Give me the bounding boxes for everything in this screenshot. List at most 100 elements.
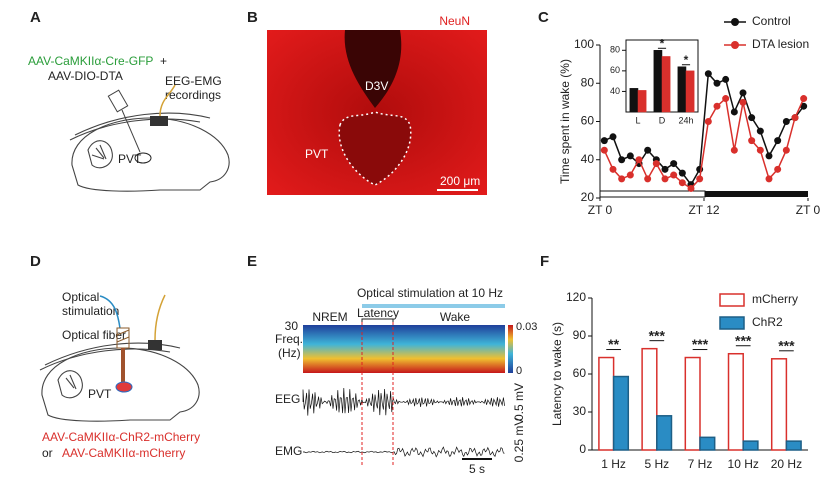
data-point <box>739 89 747 97</box>
panel-label: F <box>540 253 549 270</box>
bar <box>661 56 671 113</box>
bar <box>656 415 673 451</box>
data-point <box>704 70 712 78</box>
data-point <box>678 179 686 187</box>
bar <box>699 436 716 451</box>
colorbar <box>508 325 513 373</box>
bar <box>785 440 802 451</box>
data-point <box>670 171 678 179</box>
data-point <box>600 137 608 145</box>
freq-label: Freq. <box>275 332 303 346</box>
data-point <box>626 152 634 160</box>
legend-swatch <box>719 316 745 330</box>
x-tick-label: 20 Hz <box>771 457 802 471</box>
light-label: Optical <box>62 290 99 304</box>
data-point <box>756 127 764 135</box>
bar <box>727 352 744 451</box>
scale-label: 0.25 mV <box>512 418 526 463</box>
x-tick-label: 7 Hz <box>688 457 713 471</box>
data-point <box>678 169 686 177</box>
panel-label: A <box>30 9 41 26</box>
legend-label: Control <box>752 14 791 28</box>
legend-marker <box>731 41 739 49</box>
spectrogram <box>303 325 505 373</box>
significance-label: ** <box>608 336 619 352</box>
significance-label: *** <box>692 336 709 352</box>
vector-label: AAV-DIO-DTA <box>48 69 123 83</box>
bar <box>770 358 788 451</box>
bar <box>653 50 663 113</box>
signal-label: EMG <box>275 444 302 458</box>
panel-label: E <box>247 253 257 270</box>
data-point <box>782 118 790 125</box>
light-phase <box>599 190 706 198</box>
y-tick-label: 80 <box>610 45 620 55</box>
y-tick-label: 60 <box>573 366 587 380</box>
x-tick-label: L <box>635 115 640 125</box>
data-point <box>687 184 695 192</box>
data-point <box>600 146 608 154</box>
stain-label: NeuN <box>439 14 470 28</box>
data-point <box>722 75 730 83</box>
y-tick-label: 0 <box>579 442 586 456</box>
significance-label: * <box>660 36 665 50</box>
freq-tick: 30 <box>285 319 299 333</box>
scale-label: 5 s <box>469 462 485 476</box>
data-point <box>730 146 738 154</box>
emg-trace <box>302 446 505 458</box>
scale-label: 0.5 mV <box>512 383 526 421</box>
data-point <box>670 160 678 168</box>
eeg-trace <box>302 387 505 416</box>
bar <box>637 90 647 113</box>
x-tick-label: 24h <box>678 115 693 125</box>
data-point <box>644 146 652 154</box>
legend-label: mCherry <box>752 292 798 306</box>
region-label: PVT <box>118 152 142 166</box>
legend-label: ChR2 <box>752 315 783 329</box>
data-point <box>609 133 617 141</box>
legend-swatch <box>719 293 745 307</box>
data-point <box>618 156 626 164</box>
data-point <box>739 98 747 106</box>
data-point <box>713 79 721 87</box>
data-point <box>635 156 643 164</box>
data-point <box>756 146 764 154</box>
fiber-label: Optical fiber <box>62 328 126 342</box>
latency-bracket <box>361 318 394 322</box>
data-point <box>800 102 808 110</box>
data-point <box>661 165 669 173</box>
data-point <box>722 95 730 103</box>
y-axis-label: Latency to wake (s) <box>550 322 564 426</box>
dark-phase <box>705 191 808 197</box>
data-point <box>791 114 799 122</box>
micrograph <box>267 30 487 195</box>
panel-label: C <box>538 9 549 26</box>
y-tick-label: 90 <box>573 328 587 342</box>
brain-drawing <box>69 84 230 192</box>
y-tick-label: 60 <box>581 114 595 128</box>
latency-label: Latency <box>357 306 399 320</box>
freq-label: (Hz) <box>278 346 301 360</box>
significance-label: *** <box>649 327 666 343</box>
x-tick-label: 1 Hz <box>601 457 626 471</box>
data-point <box>748 137 756 145</box>
x-tick-label: D <box>659 115 666 125</box>
x-tick-label: ZT 12 <box>688 203 719 217</box>
data-point <box>652 160 660 168</box>
legend-marker <box>731 18 739 26</box>
legend-label: DTA lesion <box>752 37 809 51</box>
colorbar-min: 0 <box>516 365 522 377</box>
ventricle-label: D3V <box>365 79 388 93</box>
data-point <box>765 175 773 183</box>
bar <box>685 70 695 113</box>
scale-label: 200 μm <box>440 174 480 188</box>
y-tick-label: 20 <box>581 190 595 204</box>
recording-label: recordings <box>165 88 221 102</box>
bar <box>598 356 615 451</box>
data-point <box>800 95 808 103</box>
significance-label: *** <box>735 332 752 348</box>
y-tick-label: 40 <box>581 152 595 166</box>
data-point <box>765 152 773 160</box>
bar <box>742 440 759 451</box>
